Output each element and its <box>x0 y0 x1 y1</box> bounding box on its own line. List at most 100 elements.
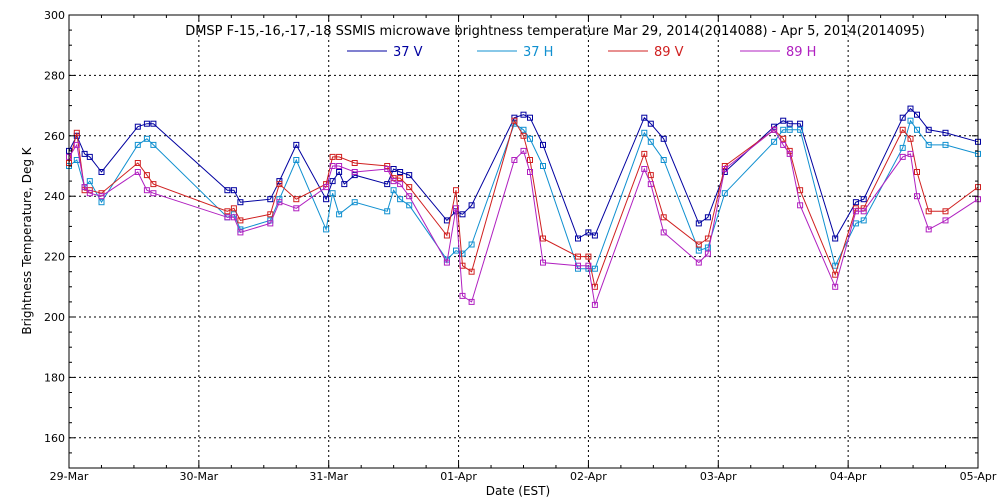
data-point-37-h <box>351 199 358 206</box>
data-point-89-v <box>527 157 533 163</box>
data-point-37-v <box>329 178 336 185</box>
data-point-37-h <box>907 117 914 124</box>
data-point-89-v <box>406 184 413 191</box>
data-point-89-h <box>527 169 533 175</box>
data-point-89-h <box>150 190 157 197</box>
data-point-89-h <box>134 169 141 175</box>
x-tick-label: 31-Mar <box>309 470 348 483</box>
series-line-89-v <box>68 119 979 289</box>
data-point-37-v <box>406 172 413 179</box>
legend-label-89-h: 89 H <box>786 45 816 60</box>
data-point-89-v <box>351 160 358 166</box>
data-point-37-h <box>293 157 300 163</box>
data-point-89-h <box>641 166 648 172</box>
data-point-37-v <box>224 187 231 194</box>
data-point-37-v <box>384 181 391 188</box>
data-point-37-v <box>336 169 343 175</box>
y-tick-label: 220 <box>44 251 65 264</box>
data-point-89-v <box>907 135 914 142</box>
data-point-89-h <box>73 141 80 148</box>
data-point-37-v <box>230 187 237 194</box>
data-point-37-h <box>914 126 920 133</box>
data-point-89-v <box>585 253 592 260</box>
data-point-89-v <box>150 181 157 188</box>
data-point-89-h <box>267 220 274 227</box>
data-point-89-h <box>771 126 778 133</box>
data-point-37-v <box>914 111 920 118</box>
data-point-37-h <box>925 141 932 148</box>
data-point-37-v <box>852 199 859 206</box>
data-point-89-h <box>780 141 787 148</box>
data-point-37-h <box>453 247 459 254</box>
series-89-h <box>66 126 981 308</box>
data-point-89-v <box>453 187 459 194</box>
data-point-37-h <box>721 190 728 197</box>
data-point-37-h <box>336 211 343 218</box>
data-point-37-v <box>860 196 867 203</box>
data-point-37-v <box>575 235 581 242</box>
data-point-89-h <box>585 262 592 269</box>
data-point-37-v <box>591 232 598 239</box>
data-point-89-h <box>860 208 867 215</box>
grid-lines <box>69 15 978 468</box>
data-point-89-v <box>276 181 283 188</box>
y-tick-label: 180 <box>44 371 65 384</box>
data-point-37-h <box>150 141 157 148</box>
axes: 160 180 200 220 240 260 280 300 29-Mar 30-Mar 31-M… <box>44 9 997 483</box>
data-point-89-v <box>134 160 141 166</box>
series-layer <box>66 105 981 308</box>
data-point-37-v <box>520 111 527 118</box>
y-tick-label: 300 <box>44 9 65 22</box>
data-point-89-h <box>384 166 391 172</box>
data-point-89-h <box>852 208 859 215</box>
data-point-37-v <box>237 199 244 206</box>
y-tick-label: 200 <box>44 311 65 324</box>
data-point-89-v <box>397 175 404 182</box>
data-point-89-h <box>721 166 728 172</box>
data-point-89-v <box>942 208 949 215</box>
data-point-89-h <box>520 147 527 154</box>
y-tick-label: 160 <box>44 432 65 445</box>
data-point-89-h <box>797 202 804 209</box>
data-point-89-v <box>899 126 906 133</box>
data-point-89-v <box>224 208 231 215</box>
series-line-37-v <box>68 107 979 240</box>
data-point-37-v <box>397 169 404 175</box>
data-point-89-h <box>453 205 459 212</box>
series-line-37-h <box>68 119 979 270</box>
data-point-89-v <box>797 187 804 194</box>
data-point-37-h <box>591 265 598 272</box>
data-point-37-h <box>641 129 648 136</box>
data-point-89-h <box>832 283 839 290</box>
data-point-89-h <box>86 190 93 197</box>
data-point-89-v <box>704 235 711 242</box>
x-tick-label: 29-Mar <box>50 470 89 483</box>
legend-label-37-v: 37 V <box>393 45 423 60</box>
data-point-37-v <box>267 196 274 203</box>
data-point-89-v <box>695 241 702 248</box>
data-point-89-v <box>660 214 667 221</box>
data-point-37-h <box>540 163 546 169</box>
data-point-37-h <box>942 141 949 148</box>
data-point-37-h <box>899 144 906 151</box>
data-point-89-v <box>914 169 920 175</box>
data-point-37-v <box>293 141 300 148</box>
data-point-89-h <box>397 181 404 188</box>
data-point-37-h <box>390 187 397 194</box>
data-point-37-h <box>86 178 93 185</box>
data-point-89-h <box>293 205 300 212</box>
data-point-37-v <box>323 196 330 203</box>
data-point-37-v <box>704 214 711 221</box>
data-point-37-h <box>98 199 105 206</box>
data-point-37-h <box>397 196 404 203</box>
data-point-89-h <box>390 178 397 185</box>
data-point-37-v <box>786 120 793 127</box>
data-point-37-h <box>520 126 527 133</box>
data-point-37-v <box>341 181 348 188</box>
data-point-89-h <box>925 226 932 233</box>
data-point-89-h <box>224 214 231 221</box>
data-point-89-h <box>591 301 598 308</box>
data-point-37-h <box>786 126 793 133</box>
data-point-37-h <box>797 126 804 133</box>
